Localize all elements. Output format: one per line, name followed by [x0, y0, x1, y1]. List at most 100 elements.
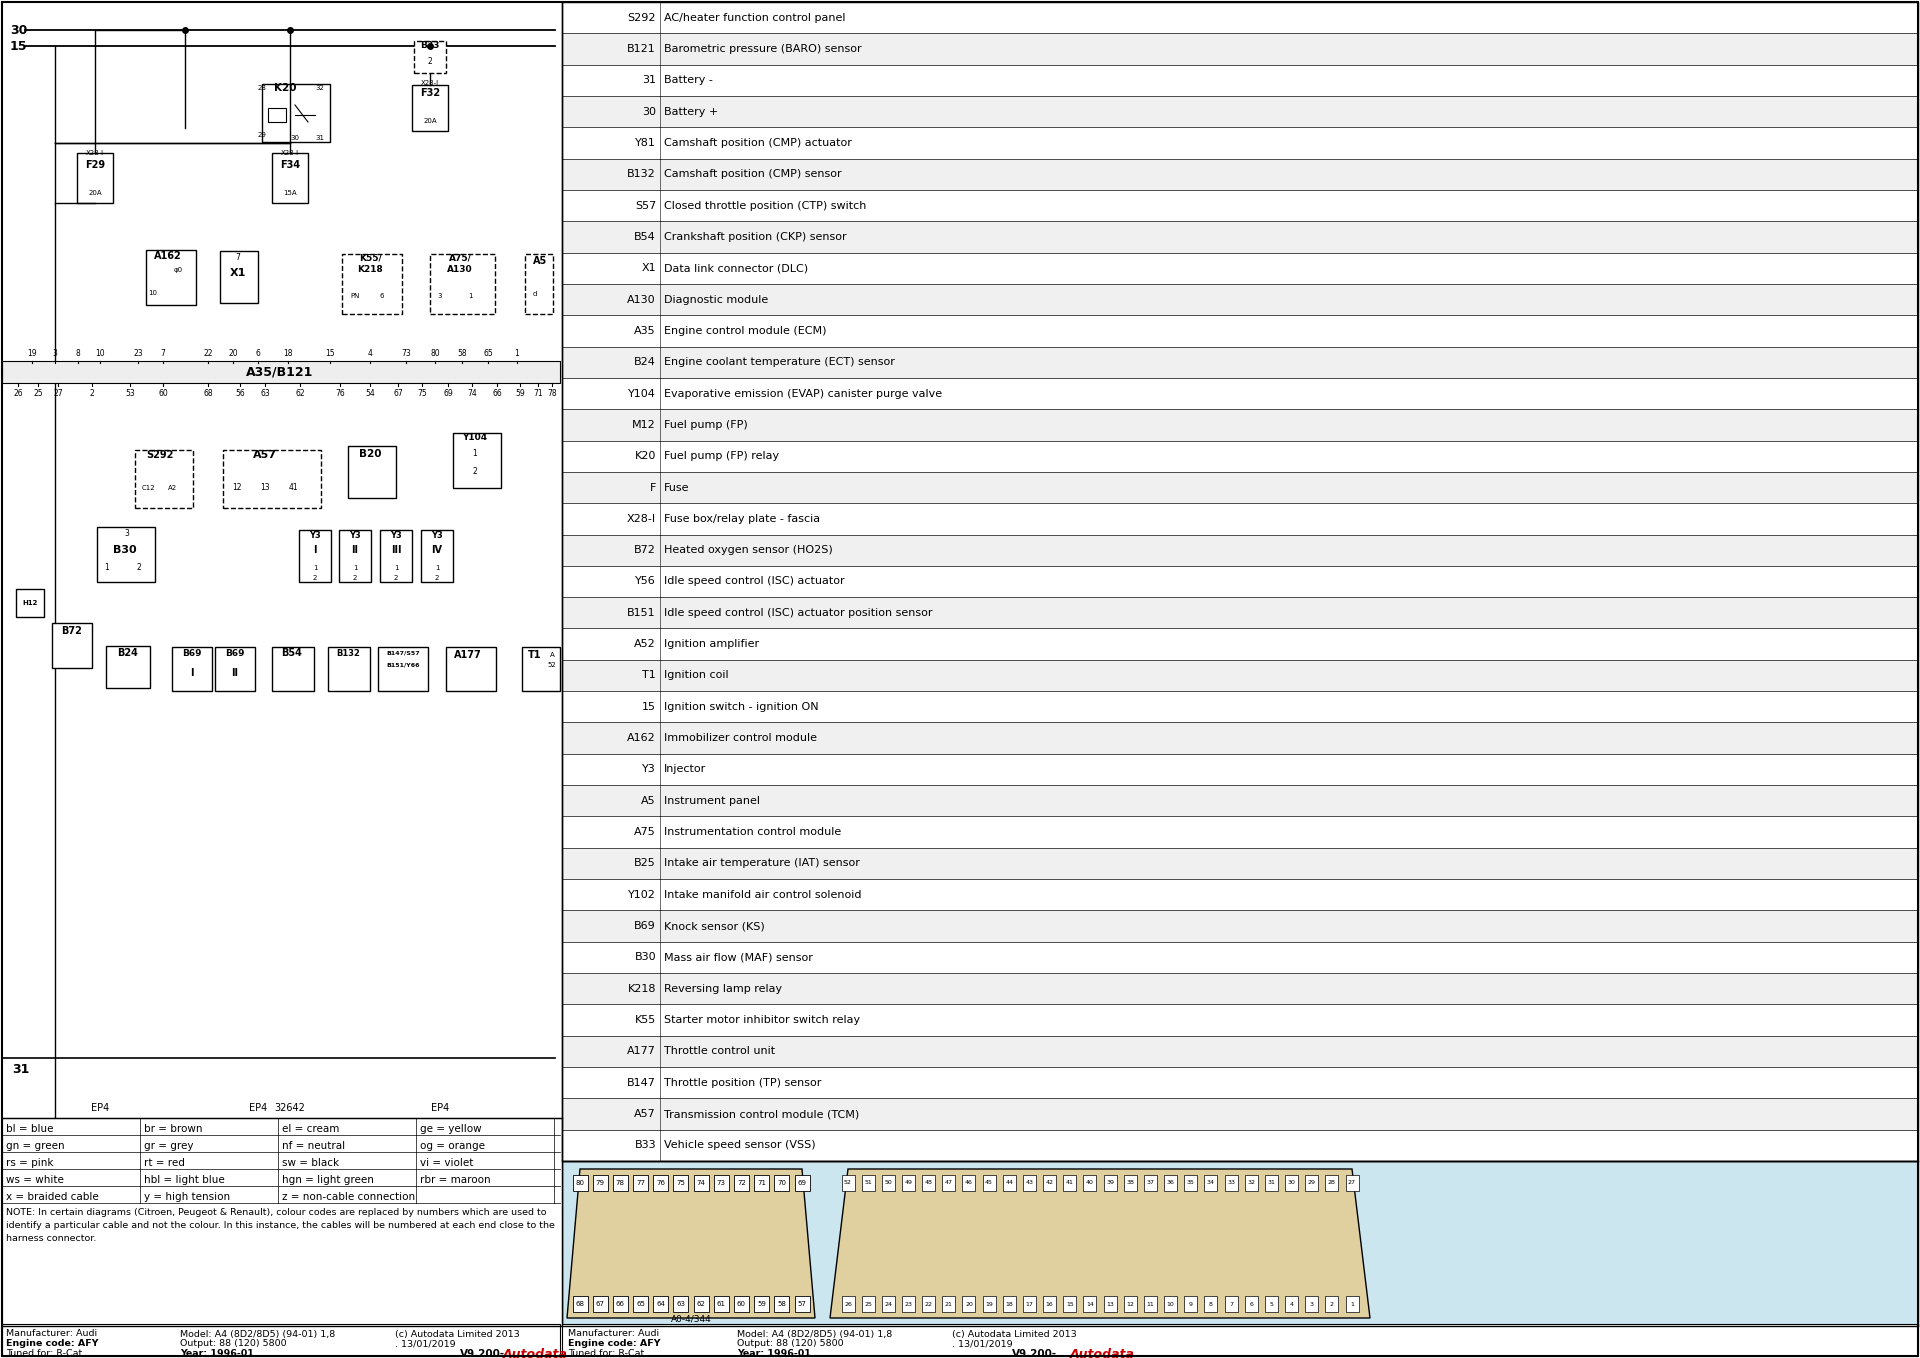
Bar — [795, 1175, 810, 1191]
Text: Y104: Y104 — [463, 433, 488, 443]
Text: EP4: EP4 — [90, 1103, 109, 1114]
Text: z = non-cable connection: z = non-cable connection — [282, 1192, 415, 1202]
Text: Vehicle speed sensor (VSS): Vehicle speed sensor (VSS) — [664, 1141, 816, 1150]
Text: . 13/01/2019: . 13/01/2019 — [952, 1339, 1012, 1348]
Bar — [693, 1296, 708, 1312]
Text: Y102: Y102 — [628, 889, 657, 900]
Bar — [453, 433, 501, 488]
Bar — [1164, 1175, 1177, 1191]
Bar — [563, 1130, 1918, 1161]
Text: 7: 7 — [1229, 1301, 1233, 1306]
Bar — [1083, 1175, 1096, 1191]
Text: 30: 30 — [10, 23, 27, 37]
Text: 1: 1 — [313, 565, 317, 570]
Text: Y104: Y104 — [628, 388, 657, 398]
Text: 3: 3 — [438, 293, 442, 299]
Text: A75/: A75/ — [449, 254, 472, 262]
Bar — [1185, 1175, 1198, 1191]
Text: 66: 66 — [492, 388, 501, 398]
Text: 31: 31 — [1267, 1180, 1275, 1186]
Text: 63: 63 — [259, 388, 271, 398]
Bar — [1284, 1175, 1298, 1191]
Text: Model: A4 (8D2/8D5) (94-01) 1,8: Model: A4 (8D2/8D5) (94-01) 1,8 — [737, 1329, 893, 1339]
Text: 6: 6 — [255, 349, 261, 359]
Text: C12: C12 — [142, 485, 156, 492]
Bar — [524, 254, 553, 314]
Text: 10: 10 — [96, 349, 106, 359]
Text: 65: 65 — [484, 349, 493, 359]
Bar — [1064, 1296, 1077, 1312]
Text: 73: 73 — [401, 349, 411, 359]
Text: B132: B132 — [628, 170, 657, 179]
Text: 49: 49 — [904, 1180, 912, 1186]
Bar — [962, 1296, 975, 1312]
Text: 12: 12 — [232, 483, 242, 493]
Text: 29: 29 — [1308, 1180, 1315, 1186]
Text: 30: 30 — [290, 134, 300, 141]
Bar — [215, 646, 255, 691]
Text: 4: 4 — [1290, 1301, 1294, 1306]
Bar — [943, 1296, 956, 1312]
Text: 1: 1 — [104, 564, 109, 573]
Bar — [273, 646, 315, 691]
Text: 8: 8 — [75, 349, 81, 359]
Text: φ0: φ0 — [173, 268, 182, 273]
Text: 52: 52 — [547, 661, 557, 668]
Text: Ignition switch - ignition ON: Ignition switch - ignition ON — [664, 702, 818, 712]
Text: 71: 71 — [534, 388, 543, 398]
Bar — [881, 1175, 895, 1191]
Text: 5: 5 — [1269, 1301, 1273, 1306]
Text: 59: 59 — [756, 1301, 766, 1306]
Text: 76: 76 — [657, 1180, 664, 1186]
Text: B72: B72 — [634, 545, 657, 555]
Text: Closed throttle position (CTP) switch: Closed throttle position (CTP) switch — [664, 201, 866, 210]
Text: Autodata: Autodata — [503, 1347, 568, 1358]
Text: bl = blue: bl = blue — [6, 1124, 54, 1134]
Text: EP4: EP4 — [250, 1103, 267, 1114]
Text: 37: 37 — [1146, 1180, 1154, 1186]
Text: 9: 9 — [1188, 1301, 1192, 1306]
Bar — [563, 535, 1918, 566]
Text: 80: 80 — [576, 1180, 584, 1186]
Text: hbl = light blue: hbl = light blue — [144, 1175, 225, 1186]
Bar — [714, 1296, 730, 1312]
Text: Output: 88 (120) 5800: Output: 88 (120) 5800 — [180, 1339, 286, 1348]
Text: 47: 47 — [945, 1180, 952, 1186]
Bar — [795, 1296, 810, 1312]
Text: K218: K218 — [628, 983, 657, 994]
Text: 1: 1 — [434, 565, 440, 570]
Text: H12: H12 — [23, 600, 38, 606]
Text: B147/S57: B147/S57 — [386, 650, 420, 656]
Bar — [693, 1175, 708, 1191]
Bar — [922, 1296, 935, 1312]
Bar — [563, 284, 1918, 315]
Bar — [1204, 1175, 1217, 1191]
Text: A162: A162 — [628, 733, 657, 743]
Text: 38: 38 — [1127, 1180, 1135, 1186]
Text: sw = black: sw = black — [282, 1158, 340, 1168]
Bar — [1023, 1296, 1037, 1312]
Text: Throttle position (TP) sensor: Throttle position (TP) sensor — [664, 1078, 822, 1088]
Text: 1: 1 — [353, 565, 357, 570]
Text: Heated oxygen sensor (HO2S): Heated oxygen sensor (HO2S) — [664, 545, 833, 555]
Text: Y3: Y3 — [349, 531, 361, 539]
Bar — [563, 566, 1918, 598]
Text: 23: 23 — [132, 349, 142, 359]
Bar — [563, 346, 1918, 378]
Text: 10: 10 — [148, 291, 157, 296]
Text: 24: 24 — [885, 1301, 893, 1306]
Text: Output: 88 (120) 5800: Output: 88 (120) 5800 — [737, 1339, 843, 1348]
Bar — [173, 646, 211, 691]
Text: B69: B69 — [182, 649, 202, 657]
Text: Immobilizer control module: Immobilizer control module — [664, 733, 818, 743]
Text: A0-4/344: A0-4/344 — [670, 1315, 712, 1323]
Text: 7: 7 — [161, 349, 165, 359]
Text: 73: 73 — [716, 1180, 726, 1186]
Text: 2: 2 — [394, 574, 397, 581]
Text: A75: A75 — [634, 827, 657, 837]
Text: 15: 15 — [1066, 1301, 1073, 1306]
Text: Intake air temperature (IAT) sensor: Intake air temperature (IAT) sensor — [664, 858, 860, 868]
Bar — [1023, 1175, 1037, 1191]
Text: Transmission control module (TCM): Transmission control module (TCM) — [664, 1109, 860, 1119]
Bar — [1325, 1296, 1338, 1312]
